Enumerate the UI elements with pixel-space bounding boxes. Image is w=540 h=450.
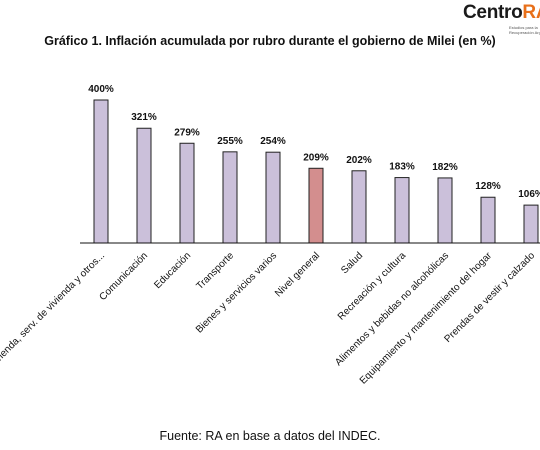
data-label: 400% xyxy=(88,84,114,95)
bar xyxy=(179,142,195,244)
category-label: Bienes y servicios varios xyxy=(194,250,279,335)
bars-group xyxy=(93,99,539,244)
logo-brand-main: Centro xyxy=(463,2,523,23)
bar-chart: 400% 321% 279% 255% 254% 209% 202% 183% 182% 128%… xyxy=(0,84,540,387)
data-label: 254% xyxy=(260,136,286,147)
data-label: 182% xyxy=(432,162,458,173)
category-label: Educación xyxy=(152,250,193,291)
category-label: Transporte xyxy=(194,250,236,292)
data-label: 209% xyxy=(303,152,329,163)
category-label: Prendas de vestir y calzado xyxy=(442,250,537,345)
data-label: 279% xyxy=(174,127,200,138)
category-label: Nivel general xyxy=(273,250,322,299)
category-label: Vivienda, serv. de vivienda y otros... xyxy=(0,250,107,370)
bar xyxy=(222,151,238,244)
logo: CentroRA Estudios para la Recuperación A… xyxy=(463,0,540,40)
bar xyxy=(136,127,152,244)
source-note: Fuente: RA en base a datos del INDEC. xyxy=(159,429,381,443)
bar xyxy=(93,99,109,244)
logo-tagline: Estudios para la Recuperación Argentina xyxy=(509,25,540,35)
data-label: 255% xyxy=(217,136,243,147)
bar xyxy=(351,170,367,244)
data-label: 202% xyxy=(346,155,372,166)
chart-title: Gráfico 1. Inflación acumulada por rubro… xyxy=(44,34,496,48)
data-labels-group: 400% 321% 279% 255% 254% 209% 202% 183% 182% 128%… xyxy=(88,84,540,200)
category-labels-group: Vivienda, serv. de vivienda y otros...Co… xyxy=(0,250,537,387)
data-label: 128% xyxy=(475,181,501,192)
bar xyxy=(480,196,496,244)
category-label: Salud xyxy=(339,250,365,276)
data-label: 321% xyxy=(131,112,157,123)
bar xyxy=(394,177,410,244)
logo-brand-accent: RA xyxy=(522,2,540,23)
data-label: 183% xyxy=(389,162,415,173)
bar xyxy=(265,151,281,244)
bar xyxy=(437,177,453,244)
data-label: 106% xyxy=(518,189,540,200)
bar xyxy=(523,204,539,244)
bar xyxy=(308,167,324,244)
logo-brand: CentroRA xyxy=(463,2,540,24)
